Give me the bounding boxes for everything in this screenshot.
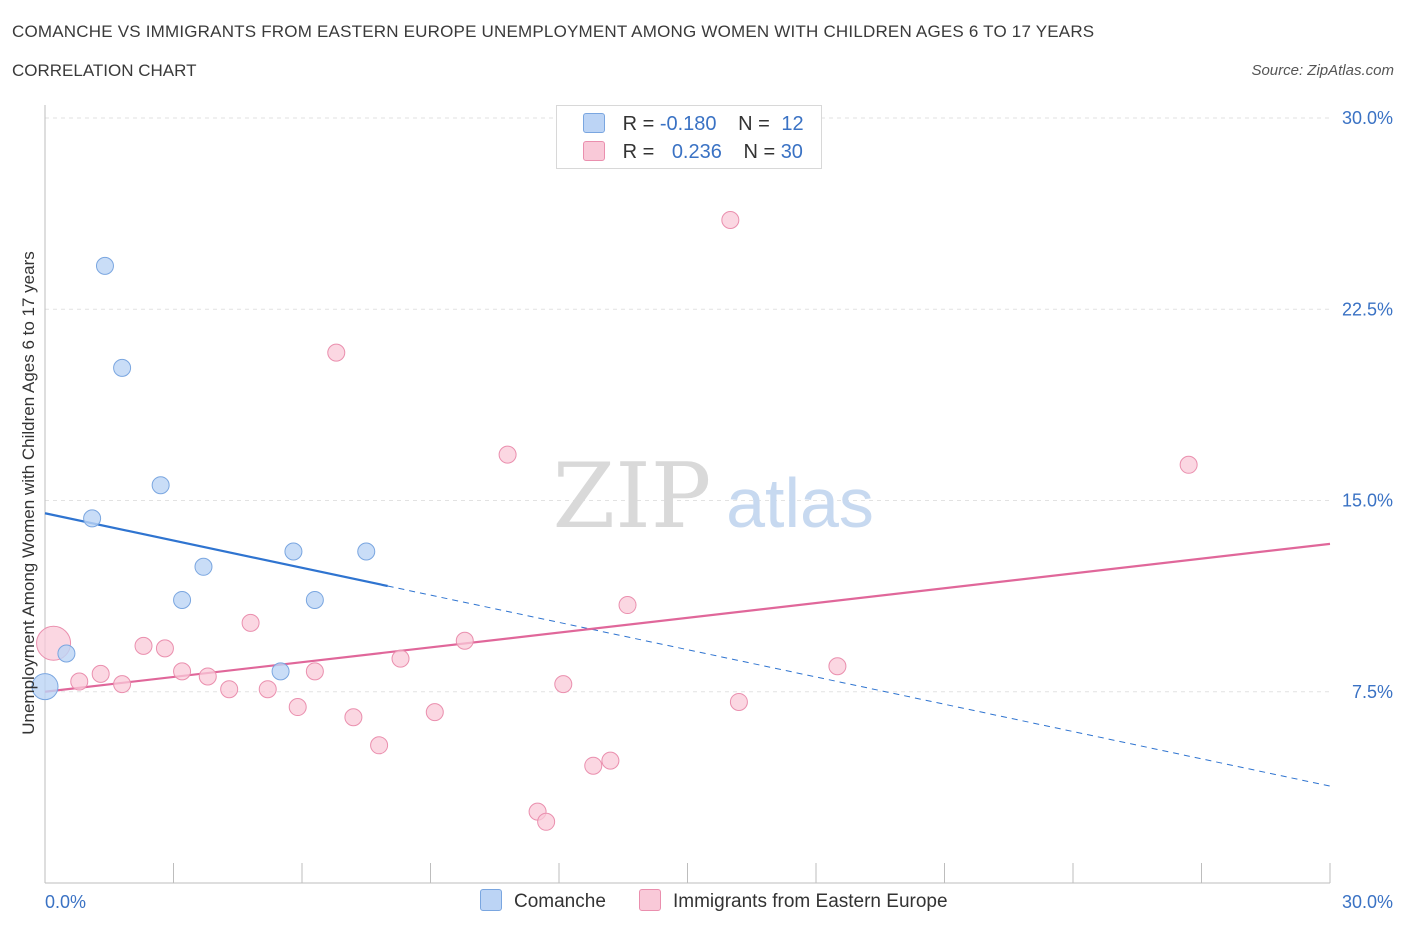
comanche-swatch	[583, 113, 605, 133]
y-tick-label: 30.0%	[1342, 108, 1393, 128]
chart-subtitle: CORRELATION CHART	[12, 61, 197, 80]
watermark-atlas: atlas	[726, 464, 874, 542]
comanche-trend-dashed	[387, 585, 1331, 787]
trend-lines	[44, 512, 1331, 787]
comanche-point	[305, 590, 324, 609]
comanche-point	[194, 557, 213, 576]
immigrants-point	[288, 698, 307, 717]
immigrants-point	[721, 211, 740, 229]
x-tick-labels: 0.0% 30.0%	[45, 892, 1393, 912]
comanche-point	[151, 476, 170, 495]
stats-legend: R = -0.180 N = 12 R = 0.236 N = 30	[556, 105, 822, 169]
comanche-trend-solid	[44, 512, 388, 588]
n-value: 12	[781, 113, 804, 135]
immigrants-point	[601, 751, 620, 770]
grid-lines	[45, 117, 1330, 693]
immigrants-point	[1179, 455, 1198, 474]
r-label: R =	[622, 141, 655, 163]
immigrants-point	[584, 756, 603, 775]
immigrants-point	[554, 675, 573, 694]
comanche-swatch	[480, 889, 502, 911]
legend-row-comanche: R = -0.180 N = 12	[583, 113, 804, 137]
immigrants-point	[305, 662, 324, 681]
r-value: 0.236	[671, 141, 722, 163]
immigrants-point	[370, 736, 389, 755]
n-label: N =	[743, 141, 776, 163]
chart-title: COMANCHE VS IMMIGRANTS FROM EASTERN EURO…	[12, 22, 1095, 41]
source-credit: Source: ZipAtlas.com	[1251, 62, 1394, 79]
immigrants-point	[155, 639, 174, 658]
watermark-zip: ZIP	[553, 444, 712, 549]
immigrants-point	[327, 343, 346, 362]
n-label: N =	[738, 113, 770, 135]
r-label: R =	[622, 113, 655, 135]
x-tick-label: 30.0%	[1342, 892, 1393, 912]
legend-row-immigrants: R = 0.236 N = 30	[583, 141, 803, 165]
comanche-point	[271, 662, 290, 681]
immigrants-point	[618, 596, 637, 615]
immigrants-point	[134, 636, 153, 655]
legend-item-immigrants: Immigrants from Eastern Europe	[639, 889, 948, 913]
immigrants-point	[220, 680, 239, 699]
comanche-point	[173, 590, 192, 609]
immigrants-point	[258, 680, 277, 699]
axes	[44, 105, 1331, 884]
immigrants-point	[344, 708, 363, 727]
immigrants-trend-line	[44, 542, 1331, 693]
immigrants-point	[425, 703, 444, 722]
immigrants-point	[729, 692, 748, 711]
data-points	[31, 211, 1198, 831]
y-tick-label: 7.5%	[1352, 682, 1393, 702]
immigrants-point	[498, 445, 517, 464]
immigrants-swatch	[639, 889, 661, 911]
comanche-point	[357, 542, 376, 561]
y-tick-label: 15.0%	[1342, 491, 1393, 511]
immigrants-point	[70, 672, 89, 691]
r-value: -0.180	[659, 113, 717, 135]
legend-item-comanche: Comanche	[480, 889, 606, 913]
immigrants-point	[455, 631, 474, 650]
immigrants-point	[113, 675, 132, 694]
comanche-point	[31, 673, 59, 701]
x-tick-label: 0.0%	[45, 892, 86, 912]
immigrants-point	[198, 667, 217, 686]
comanche-point	[284, 542, 303, 561]
immigrants-point	[537, 812, 556, 831]
immigrants-point	[173, 662, 192, 681]
y-tick-labels: 7.5% 15.0% 22.5% 30.0%	[1342, 108, 1393, 702]
n-value: 30	[780, 141, 803, 163]
comanche-point	[95, 256, 114, 275]
y-tick-label: 22.5%	[1342, 299, 1393, 319]
watermark: ZIP atlas	[553, 444, 874, 549]
immigrants-point	[828, 657, 847, 676]
comanche-point	[57, 644, 76, 663]
legend-label: Immigrants from Eastern Europe	[673, 891, 948, 912]
immigrants-point	[91, 664, 110, 683]
immigrants-point	[241, 613, 260, 632]
comanche-point	[113, 358, 132, 377]
immigrants-point	[391, 649, 410, 668]
comanche-point	[83, 509, 102, 528]
y-axis-label: Unemployment Among Women with Children A…	[19, 251, 38, 735]
immigrants-swatch	[583, 141, 605, 161]
legend-label: Comanche	[514, 891, 606, 912]
